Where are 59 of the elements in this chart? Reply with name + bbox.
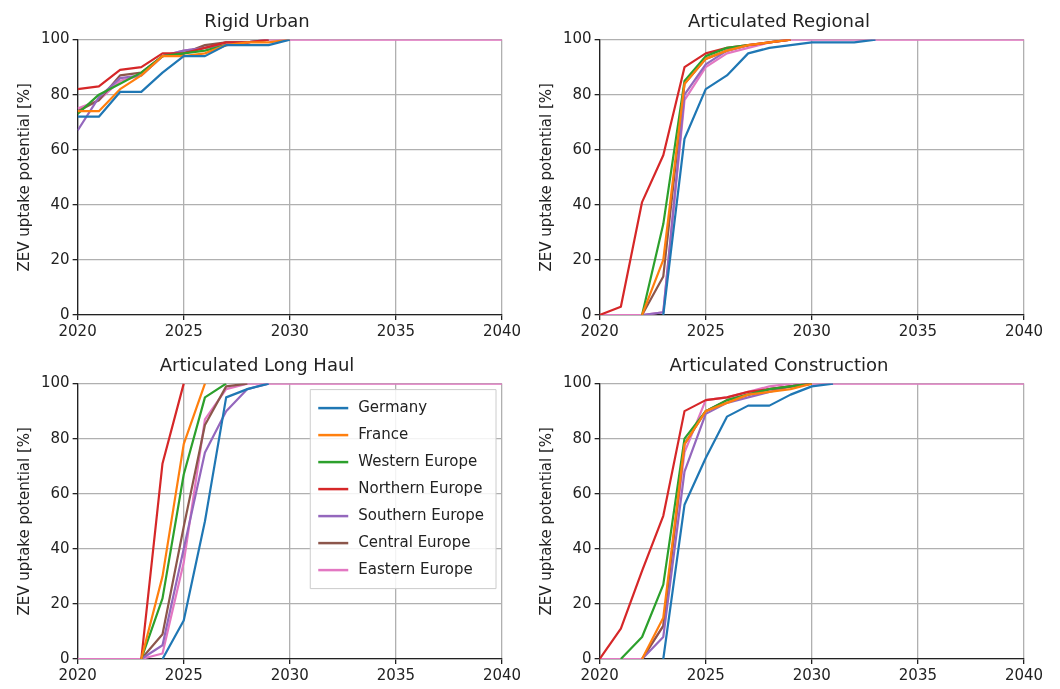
y-tick-label: 0 bbox=[582, 304, 592, 323]
x-tick-label: 2020 bbox=[580, 321, 619, 340]
x-tick-label: 2040 bbox=[482, 321, 522, 340]
y-tick-label: 100 bbox=[562, 373, 592, 392]
x-tick-label: 2025 bbox=[164, 665, 203, 684]
y-tick-label: 20 bbox=[572, 593, 592, 612]
y-axis-title: ZEV uptake potential [%] bbox=[14, 83, 33, 272]
legend-label: Southern Europe bbox=[358, 505, 484, 524]
x-tick-label: 2020 bbox=[58, 665, 97, 684]
y-axis-title: ZEV uptake potential [%] bbox=[536, 83, 555, 272]
x-tick-label: 2040 bbox=[482, 665, 522, 684]
x-tick-label: 2040 bbox=[1004, 321, 1044, 340]
chart-title: Rigid Urban bbox=[204, 10, 310, 32]
y-tick-label: 20 bbox=[50, 249, 70, 268]
x-tick-label: 2035 bbox=[376, 665, 415, 684]
chart-title: Articulated Regional bbox=[687, 10, 871, 32]
y-tick-label: 60 bbox=[572, 139, 592, 158]
x-tick-label: 2035 bbox=[898, 665, 937, 684]
y-tick-label: 60 bbox=[572, 483, 592, 502]
y-tick-label: 100 bbox=[40, 29, 70, 48]
y-tick-label: 0 bbox=[582, 648, 592, 667]
y-tick-label: 80 bbox=[50, 84, 70, 103]
y-tick-label: 40 bbox=[572, 538, 592, 557]
legend-label: Eastern Europe bbox=[358, 559, 473, 578]
legend-label: Northern Europe bbox=[358, 478, 483, 497]
legend-label: Germany bbox=[358, 397, 428, 416]
y-axis-title: ZEV uptake potential [%] bbox=[536, 427, 555, 616]
y-tick-label: 100 bbox=[40, 373, 70, 392]
y-tick-label: 60 bbox=[50, 139, 70, 158]
x-tick-label: 2025 bbox=[686, 665, 725, 684]
x-tick-label: 2030 bbox=[792, 321, 831, 340]
x-tick-label: 2040 bbox=[1004, 665, 1044, 684]
y-tick-label: 20 bbox=[572, 249, 592, 268]
y-tick-label: 0 bbox=[60, 648, 70, 667]
y-tick-label: 40 bbox=[572, 194, 592, 213]
x-tick-label: 2020 bbox=[58, 321, 97, 340]
legend-label: France bbox=[358, 424, 409, 443]
y-tick-label: 40 bbox=[50, 194, 70, 213]
y-tick-label: 80 bbox=[50, 428, 70, 447]
y-tick-label: 0 bbox=[60, 304, 70, 323]
legend-label: Western Europe bbox=[358, 451, 478, 470]
x-tick-label: 2030 bbox=[270, 665, 309, 684]
y-tick-label: 80 bbox=[572, 428, 592, 447]
x-tick-label: 2030 bbox=[792, 665, 831, 684]
x-tick-label: 2035 bbox=[898, 321, 937, 340]
y-tick-label: 60 bbox=[50, 483, 70, 502]
y-tick-label: 100 bbox=[562, 29, 592, 48]
x-tick-label: 2020 bbox=[580, 665, 619, 684]
y-tick-label: 80 bbox=[572, 84, 592, 103]
chart-title: Articulated Construction bbox=[669, 354, 889, 376]
legend-label: Central Europe bbox=[358, 532, 471, 551]
y-tick-label: 20 bbox=[50, 593, 70, 612]
y-axis-title: ZEV uptake potential [%] bbox=[14, 427, 33, 616]
x-tick-label: 2035 bbox=[376, 321, 415, 340]
y-tick-label: 40 bbox=[50, 538, 70, 557]
x-tick-label: 2025 bbox=[686, 321, 725, 340]
x-tick-label: 2030 bbox=[270, 321, 309, 340]
x-tick-label: 2025 bbox=[164, 321, 203, 340]
chart-title: Articulated Long Haul bbox=[159, 354, 355, 376]
